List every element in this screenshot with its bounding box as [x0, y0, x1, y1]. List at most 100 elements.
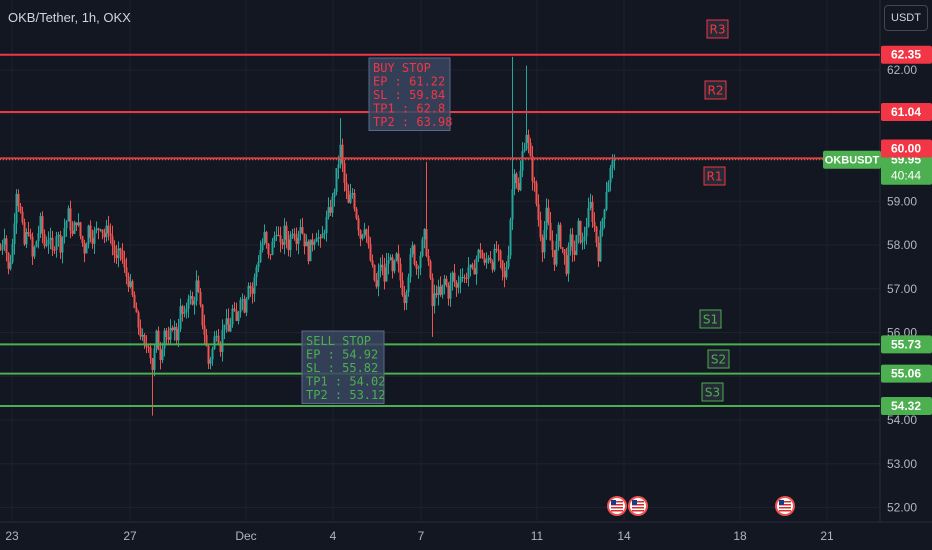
candle-body — [101, 229, 104, 233]
us-flag-icon — [607, 496, 627, 516]
candle-body — [379, 264, 382, 272]
candle-body — [331, 196, 334, 213]
sell-stop-line: SELL STOP — [306, 334, 371, 348]
y-tick-label: 57.00 — [887, 282, 917, 296]
candle-body — [599, 230, 602, 262]
candle-body — [351, 192, 354, 195]
candle-body — [51, 237, 54, 250]
candle-body — [211, 348, 214, 360]
candle-body — [335, 168, 338, 192]
sell-stop-line: EP : 54.92 — [306, 348, 378, 362]
support-price-label: 55.73 — [891, 337, 921, 351]
candle-body — [199, 291, 202, 305]
candle-body — [439, 286, 442, 295]
candle-body — [103, 232, 106, 238]
candle-body — [137, 312, 140, 328]
candle-body — [69, 208, 72, 231]
candle-body — [57, 234, 60, 237]
candle-body — [547, 207, 550, 223]
level-name-label: R3 — [710, 23, 726, 37]
buy-stop-line: EP : 61.22 — [373, 75, 445, 89]
candle-body — [499, 250, 502, 261]
candle-body — [11, 244, 14, 263]
candle-body — [165, 330, 168, 337]
candle-body — [25, 232, 28, 245]
candle-body — [249, 285, 252, 288]
candle-body — [91, 237, 94, 244]
buy-stop-line: TP2 : 63.98 — [373, 115, 452, 129]
candle-body — [521, 151, 524, 171]
candle-body — [455, 282, 458, 288]
candle-body — [343, 163, 346, 183]
candle-body — [173, 326, 176, 331]
candle-body — [481, 252, 484, 259]
candle-body — [119, 248, 122, 251]
candle-body — [611, 160, 614, 168]
candle-body — [217, 335, 220, 345]
candle-body — [15, 193, 18, 224]
candle-body — [135, 308, 138, 313]
candle-body — [1, 244, 4, 250]
candle-body — [573, 250, 576, 255]
candle-body — [575, 235, 578, 255]
candle-body — [281, 242, 284, 245]
last-price-tag — [881, 150, 932, 185]
candle-body — [363, 229, 366, 235]
candle-body — [415, 263, 418, 269]
currency-button[interactable]: USDT — [884, 5, 928, 31]
candle-body — [235, 310, 238, 321]
candle-body — [63, 228, 66, 238]
candle-body — [5, 238, 8, 253]
candle-body — [607, 182, 610, 193]
candle-body — [569, 234, 572, 247]
level-name-box — [704, 80, 727, 100]
candle-body — [275, 234, 278, 237]
candle-body — [407, 277, 410, 292]
candle-body — [201, 304, 204, 326]
candle-body — [55, 236, 58, 251]
candle-body — [333, 191, 336, 197]
candle-body — [29, 233, 32, 237]
candle-body — [73, 222, 76, 234]
y-tick-label: 54.00 — [887, 413, 917, 427]
candle-body — [337, 164, 340, 169]
candle-body — [181, 306, 184, 314]
candle-body — [213, 336, 216, 349]
candle-body — [75, 222, 78, 226]
candle-body — [251, 287, 254, 294]
candle-body — [559, 224, 562, 248]
candle-body — [395, 253, 398, 261]
x-tick-label: 4 — [330, 529, 337, 543]
candle-body — [399, 263, 402, 281]
candle-body — [285, 225, 288, 240]
candle-body — [33, 247, 36, 257]
candle-body — [525, 134, 528, 150]
candle-body — [581, 240, 584, 243]
candle-body — [469, 264, 472, 268]
candle-body — [31, 236, 34, 257]
candle-body — [105, 225, 108, 238]
candle-body — [247, 285, 250, 299]
candle-body — [401, 280, 404, 295]
candle-body — [313, 242, 316, 245]
candle-body — [299, 227, 302, 234]
candle-body — [267, 243, 270, 255]
candle-body — [411, 245, 414, 255]
candle-body — [35, 241, 38, 248]
candle-body — [511, 189, 514, 220]
buy-stop-box — [368, 57, 451, 131]
y-tick-label: 62.00 — [887, 63, 917, 77]
candle-body — [151, 358, 154, 371]
candle-body — [419, 255, 422, 268]
level-name-box — [699, 309, 722, 329]
candle-body — [583, 236, 586, 241]
resistance-price-tag — [881, 103, 932, 121]
candle-body — [371, 260, 374, 265]
candle-body — [311, 239, 314, 245]
candle-body — [487, 257, 490, 260]
support-price-label: 55.06 — [891, 367, 921, 381]
candle-body — [197, 280, 200, 292]
candle-body — [393, 260, 396, 272]
candle-body — [527, 134, 530, 143]
